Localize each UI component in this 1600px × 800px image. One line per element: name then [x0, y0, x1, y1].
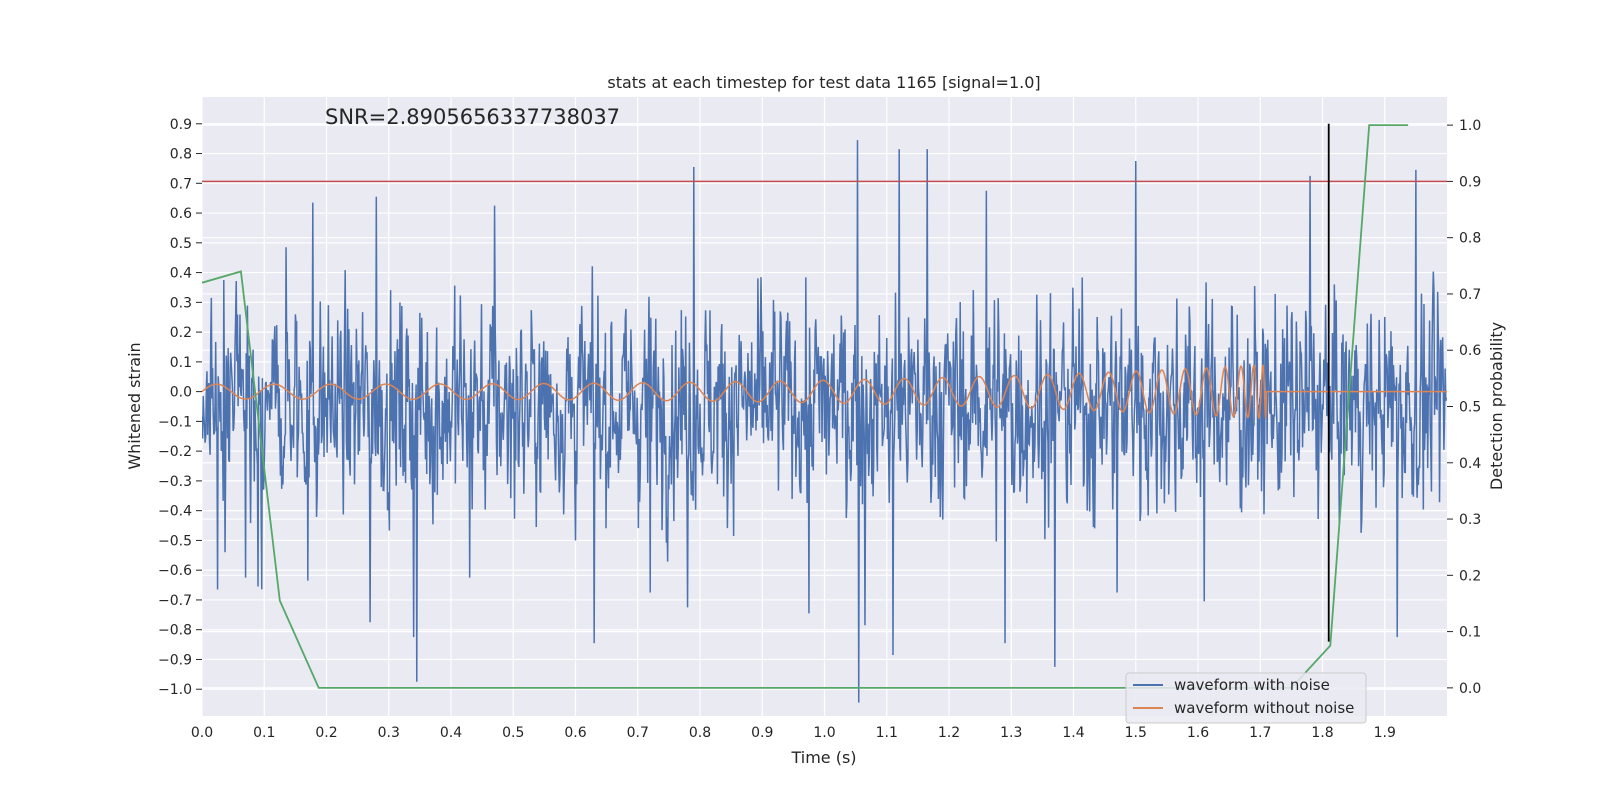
y2-tick-label: 0.5	[1459, 400, 1481, 416]
x-tick-label: 1.3	[1000, 725, 1022, 741]
x-tick-label: 0.8	[689, 725, 711, 741]
y2-tick-label: 1.0	[1459, 118, 1481, 134]
x-tick-label: 1.8	[1311, 725, 1333, 741]
x-axis-label: Time (s)	[790, 748, 856, 767]
x-tick-label: 0.0	[191, 725, 213, 741]
y-tick-label: 0.5	[170, 236, 192, 252]
series-waveform-without-noise	[202, 364, 1447, 420]
y2-tick-label: 0.2	[1459, 568, 1481, 584]
y2-tick-label: 0.9	[1459, 174, 1481, 190]
y-tick-label: 0.9	[170, 117, 192, 133]
y2-tick-label: 0.8	[1459, 231, 1481, 247]
ticks: 0.0 0.1 0.2 0.3 0.4 0.5 0.6 0.7 0.8 0.9 1.0 1.1 1.2 1…	[158, 117, 1481, 741]
x-tick-label: 1.6	[1187, 725, 1209, 741]
x-tick-label: 0.2	[315, 725, 337, 741]
x-tick-label: 0.9	[751, 725, 773, 741]
y-tick-label: −0.4	[158, 504, 192, 520]
y2-tick-label: 0.0	[1459, 681, 1481, 697]
chart-title: stats at each timestep for test data 116…	[607, 73, 1040, 92]
y-tick-label: 0.4	[170, 266, 192, 282]
y-tick-label: 0.1	[170, 355, 192, 371]
x-tick-label: 0.7	[627, 725, 649, 741]
legend-label-noise: waveform with noise	[1174, 676, 1330, 694]
y-tick-label: −0.8	[158, 623, 192, 639]
y2-tick-label: 0.1	[1459, 625, 1481, 641]
series-layer	[202, 123, 1447, 703]
y-tick-label: 0.3	[170, 295, 192, 311]
y-tick-label: −0.2	[158, 444, 192, 460]
y2-tick-label: 0.6	[1459, 343, 1481, 359]
x-tick-label: 1.2	[938, 725, 960, 741]
legend-label-clean: waveform without noise	[1174, 699, 1354, 717]
series-waveform-with-noise	[202, 140, 1447, 703]
x-tick-label: 1.7	[1249, 725, 1271, 741]
y-tick-label: −1.0	[158, 682, 192, 698]
x-tick-label: 0.5	[502, 725, 524, 741]
y2-tick-label: 0.7	[1459, 287, 1481, 303]
y-tick-label: −0.7	[158, 593, 192, 609]
y-tick-label: −0.5	[158, 533, 192, 549]
y-axis-label: Whitened strain	[125, 342, 144, 469]
y-tick-label: 0.2	[170, 325, 192, 341]
x-tick-label: 1.0	[813, 725, 835, 741]
x-tick-label: 1.4	[1062, 725, 1084, 741]
y-tick-label: −0.3	[158, 474, 192, 490]
y-tick-label: 0.0	[170, 385, 192, 401]
y-tick-label: 0.8	[170, 147, 192, 163]
x-tick-label: 0.1	[253, 725, 275, 741]
legend: waveform with noise waveform without noi…	[1125, 672, 1367, 724]
legend-box	[1125, 672, 1367, 724]
x-tick-label: 1.5	[1125, 725, 1147, 741]
series-detection-probability	[202, 124, 1409, 689]
x-tick-label: 0.3	[378, 725, 400, 741]
x-tick-label: 1.1	[876, 725, 898, 741]
y-tick-label: −0.6	[158, 563, 192, 579]
y-tick-label: 0.7	[170, 176, 192, 192]
y-tick-label: −0.1	[158, 414, 192, 430]
y-tick-label: 0.6	[170, 206, 192, 222]
y2-axis-label: Detection probability	[1487, 322, 1506, 490]
x-tick-label: 0.6	[564, 725, 586, 741]
y-tick-label: −0.9	[158, 652, 192, 668]
x-tick-label: 1.9	[1374, 725, 1396, 741]
x-tick-label: 0.4	[440, 725, 462, 741]
y2-tick-label: 0.3	[1459, 512, 1481, 528]
snr-annotation: SNR=2.8905656337738037	[325, 105, 620, 129]
y2-tick-label: 0.4	[1459, 456, 1481, 472]
